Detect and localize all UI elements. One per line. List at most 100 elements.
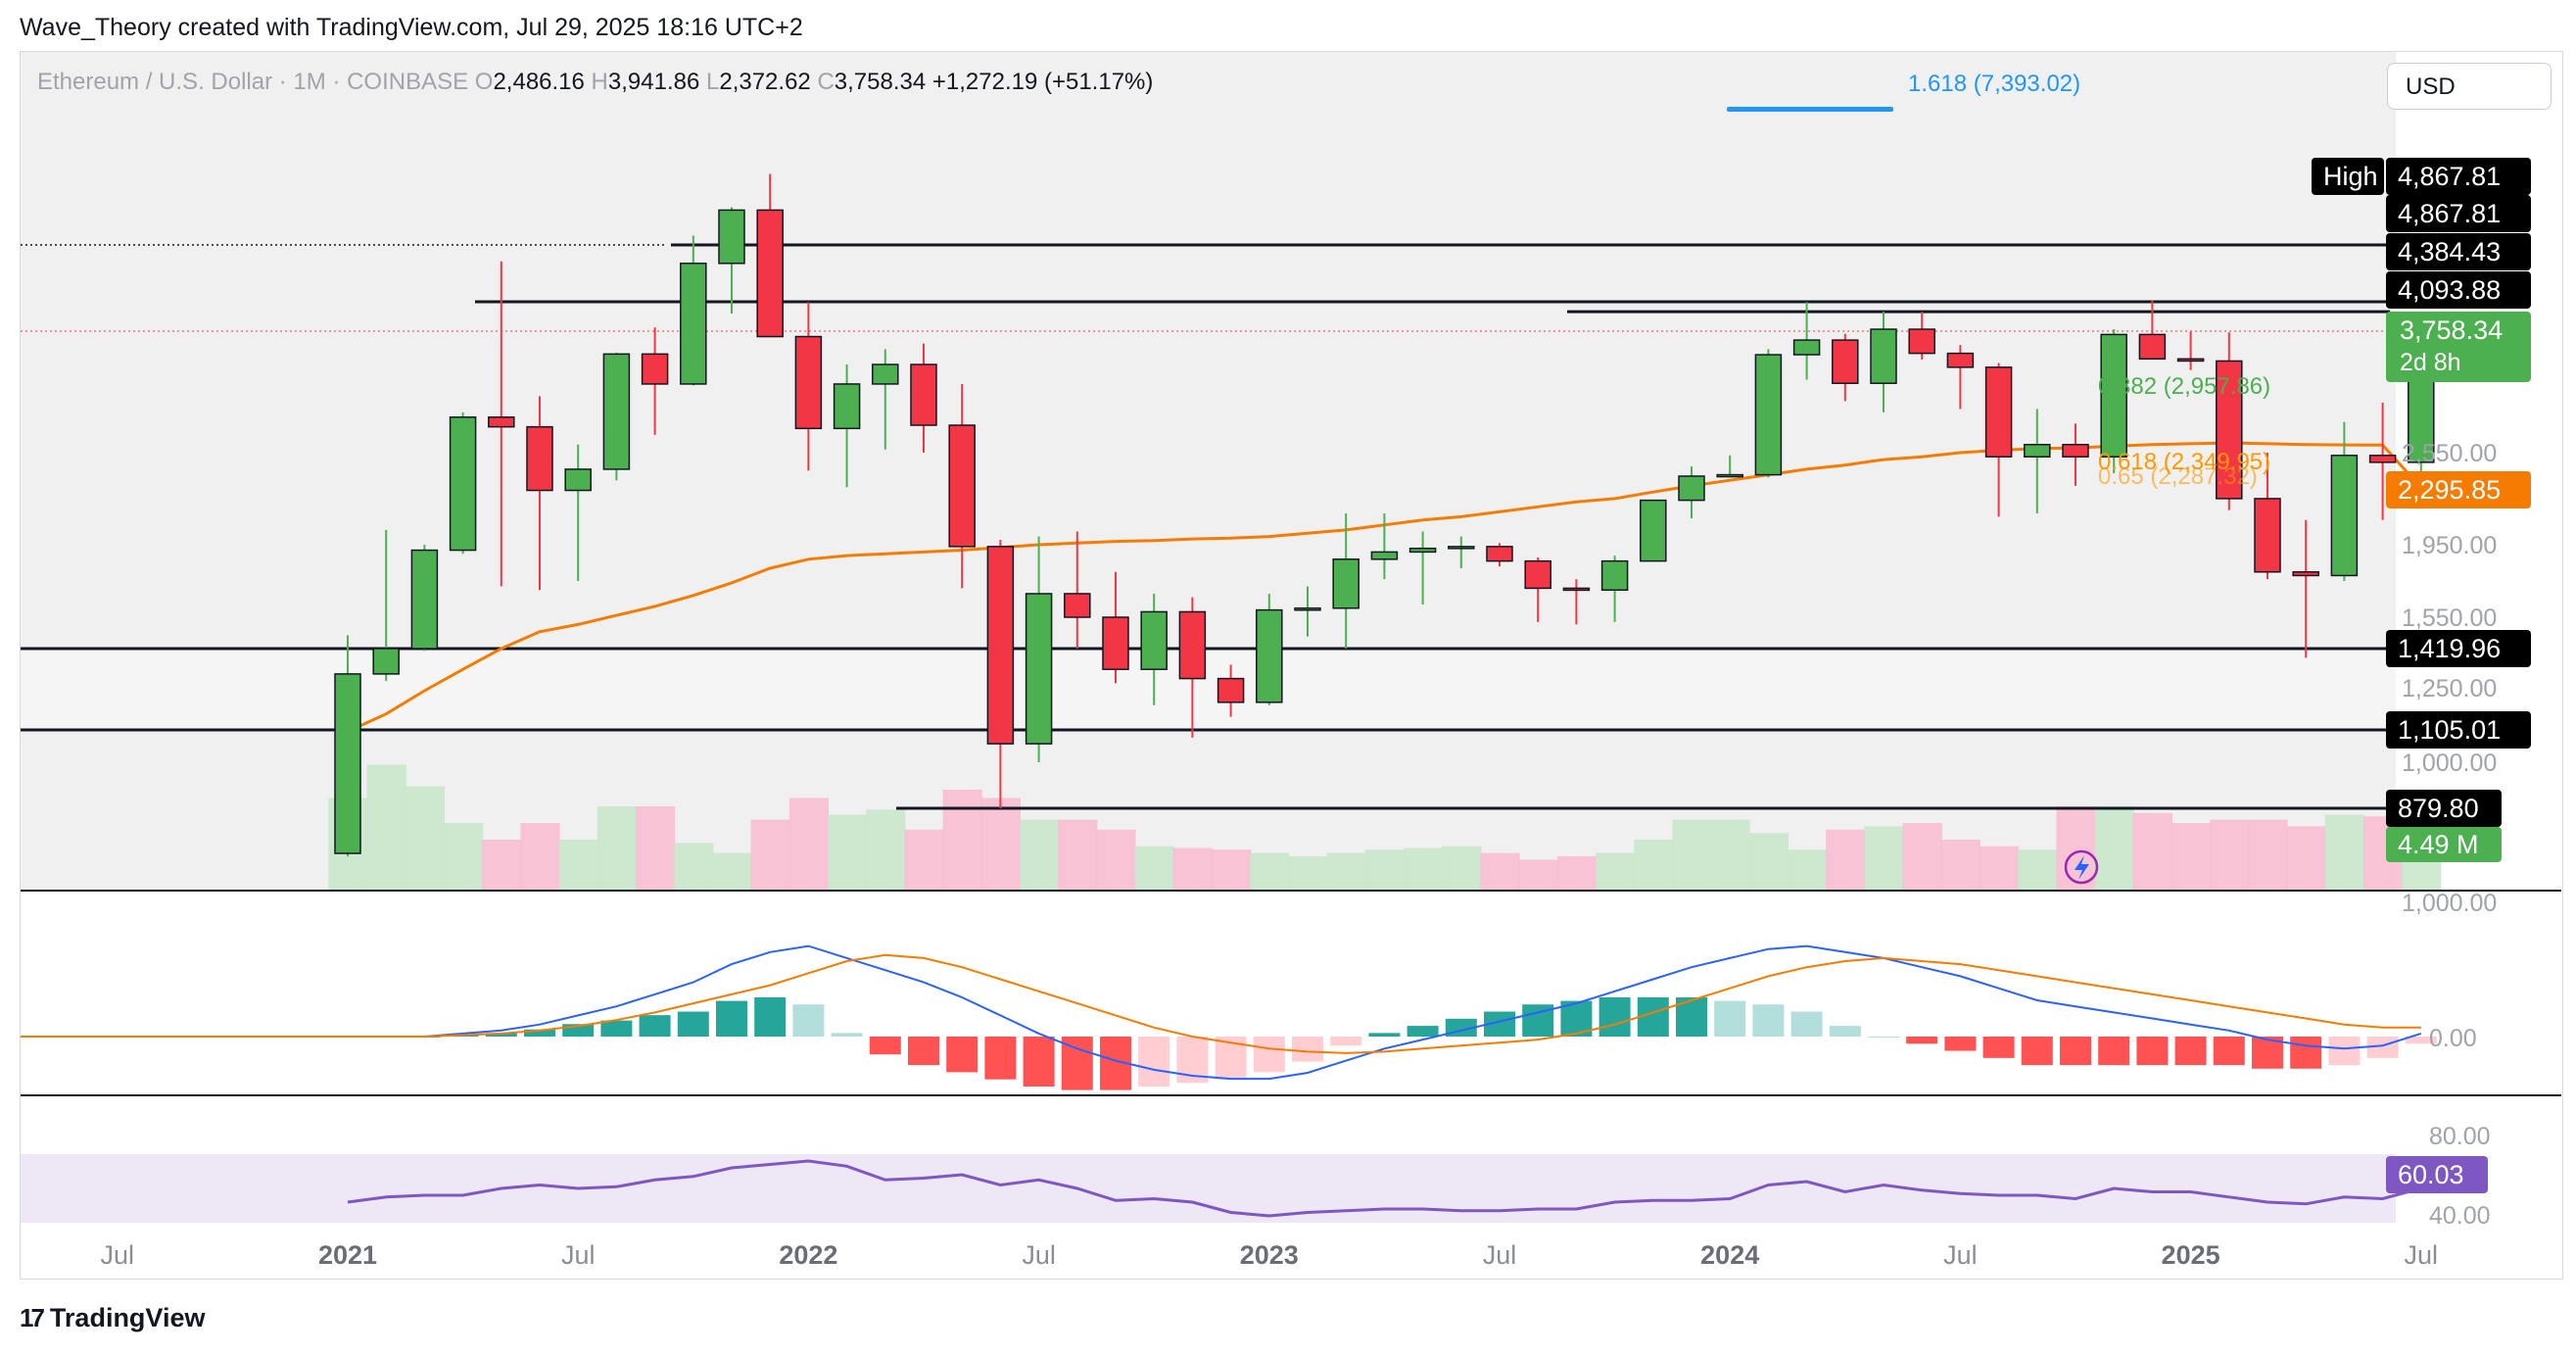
macd-histogram-bar xyxy=(754,996,787,1037)
volume-bar xyxy=(558,840,598,890)
candle xyxy=(564,444,592,581)
macd-histogram-bar xyxy=(2060,1037,2091,1066)
close-value: 3,758.34 xyxy=(834,69,927,95)
time-axis-label: 2024 xyxy=(1700,1240,1759,1270)
candle xyxy=(1832,333,1859,402)
time-axis-label: Jul xyxy=(1022,1240,1056,1270)
volume-bar xyxy=(2210,819,2250,890)
candle xyxy=(1408,531,1437,605)
candle xyxy=(1984,363,2013,517)
candle-body xyxy=(1832,339,1859,384)
candle xyxy=(526,396,553,591)
volume-bar xyxy=(980,798,1021,890)
candle xyxy=(602,352,631,481)
candle xyxy=(2368,402,2397,520)
candle xyxy=(1064,531,1091,649)
support-zone-shade xyxy=(21,649,2396,730)
macd-histogram-bar xyxy=(1023,1037,1055,1087)
candle xyxy=(2100,329,2127,474)
candle xyxy=(641,327,669,435)
candle xyxy=(1600,556,1629,622)
macd-tick-label: 0.00 xyxy=(2429,1025,2477,1052)
candle-body xyxy=(1870,328,1897,384)
volume-bar xyxy=(2324,814,2364,890)
volume-bar xyxy=(1748,833,1789,890)
support-1105-label: 1,105.01 xyxy=(2386,711,2531,749)
candle-body xyxy=(1524,559,1551,590)
candle xyxy=(1178,597,1207,738)
fib-1618-label: 1.618 (7,393.02) xyxy=(1908,71,2081,97)
support-1105-label-text: 1,105.01 xyxy=(2398,715,2501,745)
volume-bar xyxy=(1442,846,1482,890)
high-value: 3,941.86 xyxy=(607,69,700,95)
candle-body xyxy=(1256,608,1283,703)
price-tick-label: 1,000.00 xyxy=(2402,750,2497,777)
candle-body xyxy=(2100,333,2127,458)
volume-bar xyxy=(366,764,406,890)
close-label: C xyxy=(817,69,835,95)
macd-histogram-bar xyxy=(1714,1000,1746,1037)
support-879-label: 879.80 xyxy=(2386,790,2502,827)
macd-histogram-bar xyxy=(792,1004,825,1037)
candle-body xyxy=(1716,473,1743,478)
change-value: +1,272.19 (+51.17%) xyxy=(931,69,1154,95)
volume-bar xyxy=(1710,819,1750,890)
high-price-label-bg xyxy=(2386,158,2531,195)
high-label: H xyxy=(591,69,608,95)
candle-body xyxy=(2138,333,2167,361)
candle-body xyxy=(1025,593,1053,745)
candle-body xyxy=(718,209,745,265)
high-tag: High xyxy=(2312,158,2384,195)
candle-body xyxy=(1178,610,1207,680)
candle-body xyxy=(948,424,976,548)
candle-body xyxy=(641,353,669,385)
symbol-label[interactable]: Ethereum / U.S. Dollar · 1M · COINBASE xyxy=(37,69,469,95)
candle-body xyxy=(1562,587,1591,592)
macd-histogram-bar xyxy=(2098,1037,2130,1066)
candle-body xyxy=(680,263,707,385)
macd-line xyxy=(348,944,2422,1081)
macd-histogram-bar xyxy=(1330,1037,1362,1046)
candle xyxy=(948,383,976,589)
candle xyxy=(372,529,400,681)
fib-065-label: 0.65 (2,287.32) xyxy=(2098,463,2258,490)
macd-histogram-bar xyxy=(1906,1037,1938,1044)
volume-label: 4.49 M xyxy=(2386,827,2502,862)
lightning-icon xyxy=(2064,849,2099,885)
resistance-4384-label-bg xyxy=(2386,233,2531,270)
macd-histogram-bar xyxy=(600,1020,633,1037)
tradingview-logo[interactable]: 17 TradingView xyxy=(20,1303,205,1333)
candle xyxy=(756,173,784,338)
time-axis-label: Jul xyxy=(1943,1240,1978,1270)
candle-body xyxy=(1216,677,1245,703)
price-tick-label: 2,550.00 xyxy=(2402,440,2497,467)
macd-histogram-bar xyxy=(1868,1037,1899,1038)
price-tick-label: 1,950.00 xyxy=(2402,532,2497,559)
candle xyxy=(872,349,899,450)
volume-bar xyxy=(1634,840,1674,890)
volume-bar xyxy=(1096,829,1136,890)
macd-histogram-bar xyxy=(716,1000,747,1037)
last-price-label: 3,758.34 2d 8h xyxy=(2386,312,2531,382)
candle xyxy=(794,302,823,471)
volume-bar xyxy=(1518,859,1558,890)
main-pane-background xyxy=(21,52,2396,890)
candle xyxy=(1562,579,1591,625)
candle xyxy=(1216,664,1245,717)
candle-body xyxy=(488,416,515,428)
candle xyxy=(2062,423,2089,486)
ath-price-label-text: 4,867.81 xyxy=(2398,199,2501,228)
candle xyxy=(410,545,439,652)
price-tick-label: 1,550.00 xyxy=(2402,604,2497,632)
macd-histogram-bar xyxy=(908,1037,939,1066)
macd-histogram-bar xyxy=(1407,1026,1439,1037)
last-price-bg xyxy=(2386,312,2531,382)
volume-bar xyxy=(1404,847,1444,890)
fib-0618-label: 0.618 (2,349.95) xyxy=(2098,449,2270,475)
high-price-label-text: 4,867.81 xyxy=(2398,162,2501,191)
high-tag-bg xyxy=(2312,158,2384,195)
currency-button[interactable]: USD xyxy=(2387,63,2552,110)
time-axis-label: 2021 xyxy=(318,1240,377,1270)
time-axis-label: Jul xyxy=(561,1240,596,1270)
